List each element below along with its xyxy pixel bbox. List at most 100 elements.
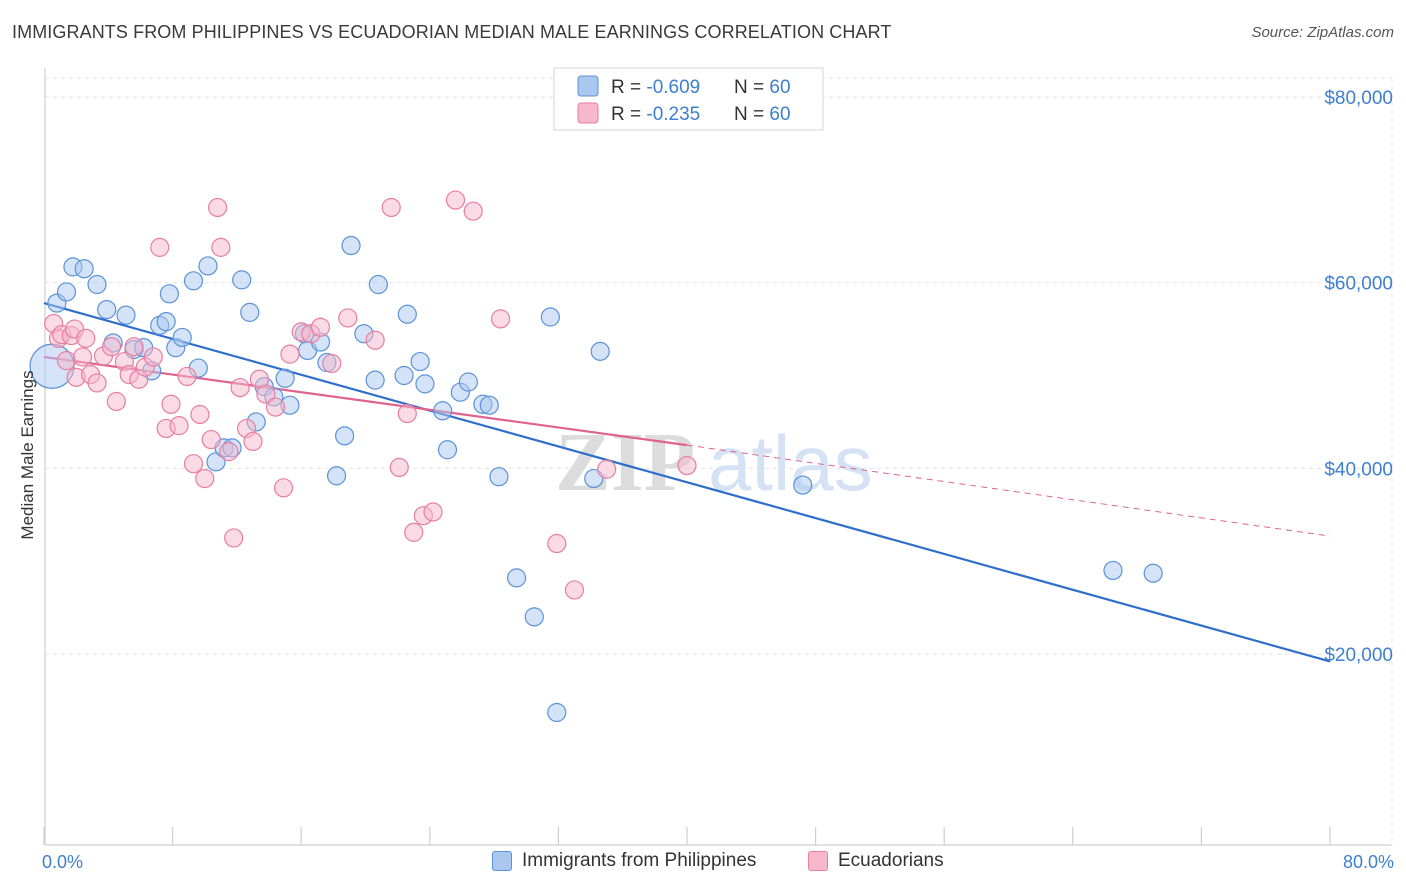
- axes: [43, 68, 1392, 846]
- point-philippines-14: [159, 284, 179, 304]
- point-ecuadorians-26: [190, 404, 210, 425]
- point-philippines-36: [341, 235, 361, 256]
- legend-label-ecuadorians: Ecuadorians: [838, 850, 944, 871]
- svg-text:R = -0.609: R = -0.609: [611, 77, 700, 98]
- point-philippines-6: [97, 299, 117, 320]
- point-philippines-16: [172, 327, 192, 348]
- point-ecuadorians-12: [101, 337, 122, 357]
- point-ecuadorians-29: [208, 197, 228, 218]
- point-ecuadorians-46: [365, 330, 385, 350]
- point-ecuadorians-52: [423, 502, 443, 522]
- point-ecuadorians-23: [169, 416, 189, 436]
- point-ecuadorians-58: [597, 459, 617, 479]
- legend-label-philippines: Immigrants from Philippines: [522, 850, 757, 871]
- point-ecuadorians-8: [76, 328, 96, 348]
- point-philippines-19: [198, 256, 218, 276]
- point-philippines-40: [394, 365, 414, 386]
- watermark: ZIP atlas: [555, 416, 873, 509]
- data-points: [29, 190, 1163, 723]
- source-label: Source: ZipAtlas.com: [1251, 24, 1394, 41]
- point-ecuadorians-53: [445, 190, 466, 210]
- n-value-blue: 60: [769, 77, 790, 98]
- point-philippines-43: [415, 374, 435, 394]
- r-value-pink: -0.235: [646, 104, 700, 125]
- point-ecuadorians-27: [195, 468, 215, 489]
- point-philippines-41: [397, 304, 417, 324]
- point-philippines-5: [87, 274, 107, 295]
- y-tick-label-3: $80,000: [1324, 88, 1393, 109]
- point-ecuadorians-59: [677, 455, 697, 476]
- point-philippines-28: [275, 368, 295, 388]
- x-tick-label-max: 80.0%: [1342, 852, 1394, 872]
- point-philippines-39: [368, 274, 388, 295]
- point-philippines-56: [590, 341, 610, 361]
- point-philippines-42: [410, 351, 430, 372]
- point-philippines-44: [433, 401, 453, 421]
- point-ecuadorians-44: [322, 353, 342, 374]
- point-philippines-38: [365, 370, 385, 390]
- trend-lines: [43, 302, 1331, 663]
- point-ecuadorians-50: [404, 522, 424, 542]
- point-philippines-58: [1103, 560, 1123, 581]
- point-philippines-59: [1143, 563, 1163, 583]
- point-ecuadorians-16: [124, 337, 144, 357]
- point-philippines-17: [183, 271, 204, 291]
- point-ecuadorians-32: [224, 528, 244, 548]
- point-philippines-47: [458, 372, 478, 392]
- n-label-blue: N =: [734, 77, 769, 98]
- point-philippines-35: [335, 426, 355, 446]
- trend-line-philippines: [43, 302, 1331, 663]
- point-philippines-49: [479, 395, 499, 415]
- r-label-blue: R =: [611, 77, 646, 98]
- y-tick-label-2: $60,000: [1324, 274, 1393, 295]
- point-philippines-54: [547, 702, 567, 723]
- chart-title: IMMIGRANTS FROM PHILIPPINES VS ECUADORIA…: [12, 22, 892, 42]
- point-ecuadorians-13: [106, 391, 126, 412]
- point-ecuadorians-33: [230, 377, 250, 398]
- point-philippines-50: [489, 467, 509, 487]
- point-ecuadorians-3: [56, 351, 77, 371]
- r-label-pink: R =: [611, 104, 646, 125]
- point-philippines-52: [524, 607, 544, 627]
- watermark-zip: ZIP: [555, 416, 695, 509]
- point-ecuadorians-7: [72, 347, 93, 367]
- legend-swatch-ecuadorians: [808, 851, 828, 871]
- point-philippines-23: [232, 270, 252, 290]
- point-ecuadorians-40: [280, 344, 300, 364]
- point-ecuadorians-28: [201, 429, 221, 450]
- svg-text:N = 60: N = 60: [734, 77, 791, 98]
- point-ecuadorians-43: [310, 317, 331, 337]
- point-ecuadorians-45: [338, 308, 358, 328]
- r-value-blue: -0.609: [646, 77, 700, 98]
- point-philippines-2: [56, 282, 77, 302]
- point-philippines-4: [74, 259, 94, 279]
- point-ecuadorians-57: [564, 580, 585, 600]
- x-tick-label-min: 0.0%: [42, 852, 84, 872]
- point-philippines-55: [584, 468, 604, 489]
- series-legend: Immigrants from Philippines Ecuadorians: [0, 850, 1406, 880]
- point-ecuadorians-30: [211, 237, 231, 257]
- point-philippines-53: [540, 307, 560, 327]
- point-ecuadorians-56: [547, 533, 567, 554]
- svg-text:R = -0.235: R = -0.235: [611, 104, 700, 125]
- svg-text:N = 60: N = 60: [734, 104, 791, 125]
- y-tick-labels: $20,000 $40,000 $60,000 $80,000: [1324, 88, 1393, 666]
- n-value-pink: 60: [769, 104, 790, 125]
- point-philippines-45: [437, 440, 458, 460]
- trend-line-ecuadorians-extension: [686, 444, 1331, 537]
- point-ecuadorians-48: [389, 457, 409, 478]
- y-axis-label: Median Male Earnings: [18, 370, 37, 539]
- point-ecuadorians-38: [265, 397, 286, 417]
- point-ecuadorians-55: [490, 309, 511, 329]
- legend-swatch-pink: [577, 102, 599, 124]
- point-philippines-24: [240, 302, 260, 322]
- stats-legend: R = -0.609 N = 60 R = -0.235 N = 60: [553, 67, 824, 131]
- point-philippines-34: [326, 466, 347, 486]
- point-ecuadorians-25: [183, 454, 204, 474]
- point-ecuadorians-47: [381, 197, 401, 218]
- point-ecuadorians-39: [273, 478, 294, 498]
- point-philippines-57: [793, 475, 813, 495]
- point-ecuadorians-49: [397, 403, 417, 424]
- legend-swatch-philippines: [492, 851, 512, 871]
